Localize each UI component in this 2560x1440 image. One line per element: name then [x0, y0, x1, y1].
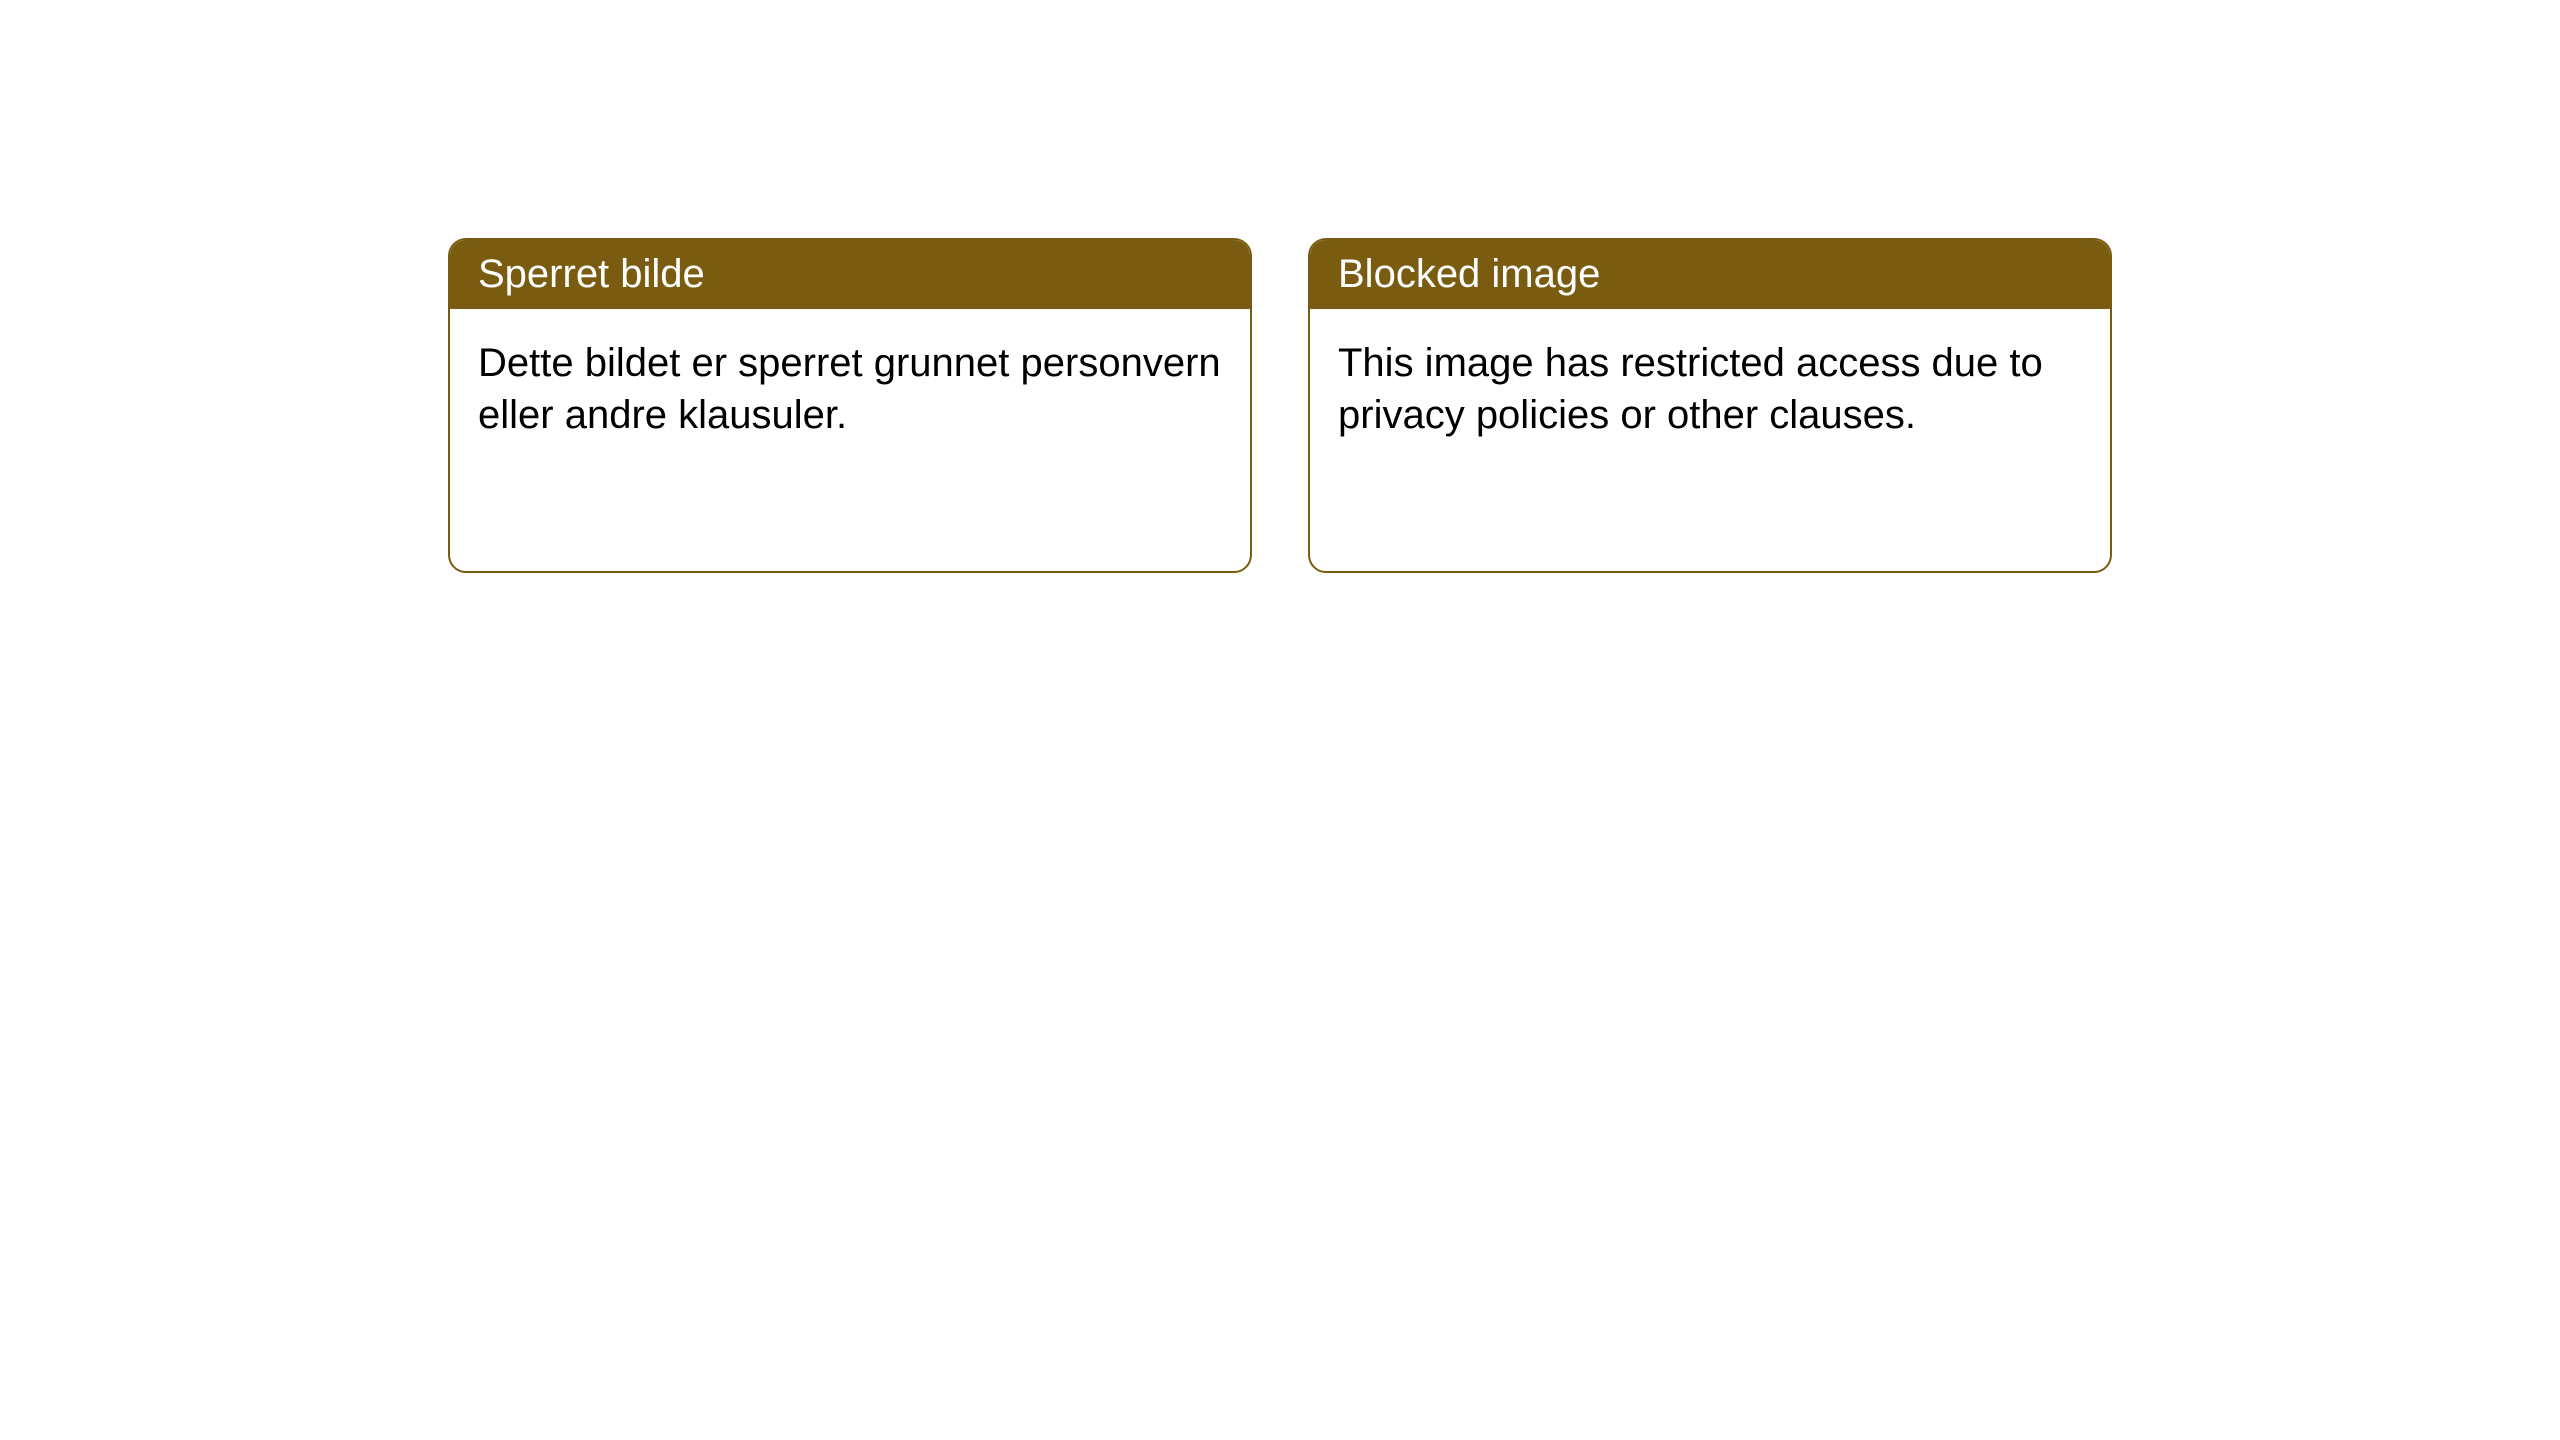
card-body-text: Dette bildet er sperret grunnet personve…: [478, 341, 1221, 437]
card-body: This image has restricted access due to …: [1310, 309, 2110, 469]
card-title: Blocked image: [1338, 252, 1600, 296]
card-header: Blocked image: [1310, 240, 2110, 309]
card-body: Dette bildet er sperret grunnet personve…: [450, 309, 1250, 469]
card-body-text: This image has restricted access due to …: [1338, 341, 2043, 437]
notice-card-norwegian: Sperret bilde Dette bildet er sperret gr…: [448, 238, 1252, 573]
notice-container: Sperret bilde Dette bildet er sperret gr…: [0, 0, 2560, 573]
card-title: Sperret bilde: [478, 252, 705, 296]
card-header: Sperret bilde: [450, 240, 1250, 309]
notice-card-english: Blocked image This image has restricted …: [1308, 238, 2112, 573]
